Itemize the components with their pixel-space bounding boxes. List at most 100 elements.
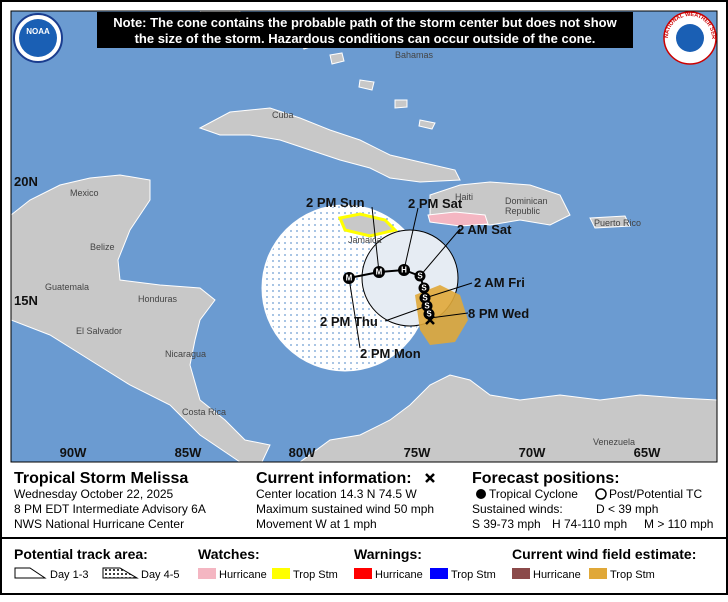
track-point (343, 272, 355, 284)
lon-label: 85W (175, 445, 202, 460)
cuba (198, 107, 461, 183)
forecast-label: 2 AM Fri (474, 275, 525, 290)
forecast-line: H 74-110 mph (552, 517, 627, 531)
forecast-line: Tropical Cyclone (489, 487, 578, 501)
place-label: El Salvador (76, 326, 122, 336)
jamaica-tropical-storm-watch (337, 212, 398, 238)
hurricane-watch (427, 211, 489, 227)
place-label: Jamaica (348, 235, 382, 245)
legend-panel: Potential track area: Day 1-3 Day 4-5 Wa… (14, 546, 696, 581)
place-label: Nicaragua (165, 349, 206, 359)
forecast-line: Sustained winds: (472, 502, 563, 516)
info-panel: Tropical Storm Melissa Wednesday October… (14, 470, 713, 531)
leader (348, 277, 361, 349)
day13-swatch (14, 567, 47, 579)
forecast-heading: Forecast positions: (472, 470, 620, 487)
leader (419, 228, 461, 277)
intensity-letter: S (421, 284, 427, 293)
label-leaders (348, 206, 473, 349)
lon-label: 70W (519, 445, 546, 460)
current-line: Movement W at 1 mph (256, 517, 377, 531)
leader (429, 312, 469, 319)
track-point (414, 270, 426, 282)
legend-tc (476, 489, 486, 499)
lon-label: 75W (404, 445, 431, 460)
current-line: Maximum sustained wind 50 mph (256, 502, 434, 516)
place-label: Republic (505, 206, 541, 216)
place-label: Puerto Rico (594, 218, 641, 228)
legend-heading: Current wind field estimate: (512, 546, 696, 562)
track-point (418, 282, 430, 294)
logo-disk (676, 24, 704, 52)
day45-swatch (102, 567, 139, 579)
legend-entry: Trop Stm (451, 569, 496, 581)
intensity-letter: S (422, 294, 428, 303)
forecast-label: 2 PM Mon (360, 346, 421, 361)
central-america (11, 174, 271, 462)
intensity-letter: S (424, 302, 430, 311)
legend-entry: Hurricane (533, 569, 581, 581)
info-line: Wednesday October 22, 2025 (14, 487, 174, 501)
forecast-line: Post/Potential TC (609, 487, 702, 501)
swatch (198, 568, 216, 579)
logo-disk (19, 19, 57, 57)
track-point (398, 264, 410, 276)
leader (371, 206, 380, 273)
intensity-letter: S (426, 310, 432, 319)
current-symbol (425, 473, 435, 483)
legend-entry: Hurricane (375, 569, 423, 581)
note-line: Note: The cone contains the probable pat… (113, 15, 617, 30)
land (11, 11, 717, 462)
noaa-logo: NOAA (13, 13, 63, 63)
info-line: 8 PM EDT Intermediate Advisory 6A (14, 502, 206, 516)
puerto-rico (589, 215, 631, 229)
forecast-line: D < 39 mph (596, 502, 658, 516)
place-label: Haiti (455, 192, 473, 202)
logo-text: NOAA (26, 27, 50, 36)
place-label: Mexico (70, 188, 99, 198)
legend-entry: Hurricane (219, 569, 267, 581)
south-america (299, 374, 717, 462)
legend-entry: Trop Stm (610, 569, 655, 581)
leader (403, 207, 419, 271)
forecast-label: 2 PM Sat (408, 196, 463, 211)
place-label: Bahamas (395, 50, 434, 60)
swatch (272, 568, 290, 579)
legend-heading: Watches: (198, 546, 260, 562)
intensity-letter: M (376, 268, 383, 277)
place-label: Venezuela (593, 437, 635, 447)
legend-heading: Warnings: (354, 546, 422, 562)
forecast-label: 2 PM Sun (306, 195, 365, 210)
info-line: NWS National Hurricane Center (14, 517, 184, 531)
place-label: Belize (90, 242, 115, 252)
place-labels: Bahamas Cuba Mexico Belize Guatemala Hon… (45, 50, 641, 447)
storm-name: Tropical Storm Melissa (14, 470, 188, 487)
lon-label: 90W (60, 445, 87, 460)
place-label: Cuba (272, 110, 294, 120)
place-label: Dominican (505, 196, 548, 206)
current-position (425, 315, 435, 325)
swatch (430, 568, 448, 579)
place-label: Costa Rica (182, 407, 226, 417)
track-point (373, 266, 385, 278)
intensity-letter: H (401, 266, 407, 275)
lon-label: 80W (289, 445, 316, 460)
legend-post-tc (595, 488, 607, 500)
legend-entry: Day 1-3 (50, 569, 89, 581)
forecast-label: 2 PM Thu (320, 314, 378, 329)
lon-label: 65W (634, 445, 661, 460)
forecast-label: 2 AM Sat (457, 222, 512, 237)
leader (424, 282, 473, 299)
intensity-letter: S (417, 272, 423, 281)
leader (384, 305, 428, 322)
place-label: Honduras (138, 294, 178, 304)
current-line: Center location 14.3 N 74.5 W (256, 487, 417, 501)
swatch (354, 568, 372, 579)
map: M M H S S S S S 2 PM Sun 2 PM Sat 2 AM S… (11, 11, 717, 462)
lat-label: 20N (14, 174, 38, 189)
place-label: Guatemala (45, 282, 89, 292)
note-box (97, 12, 633, 48)
